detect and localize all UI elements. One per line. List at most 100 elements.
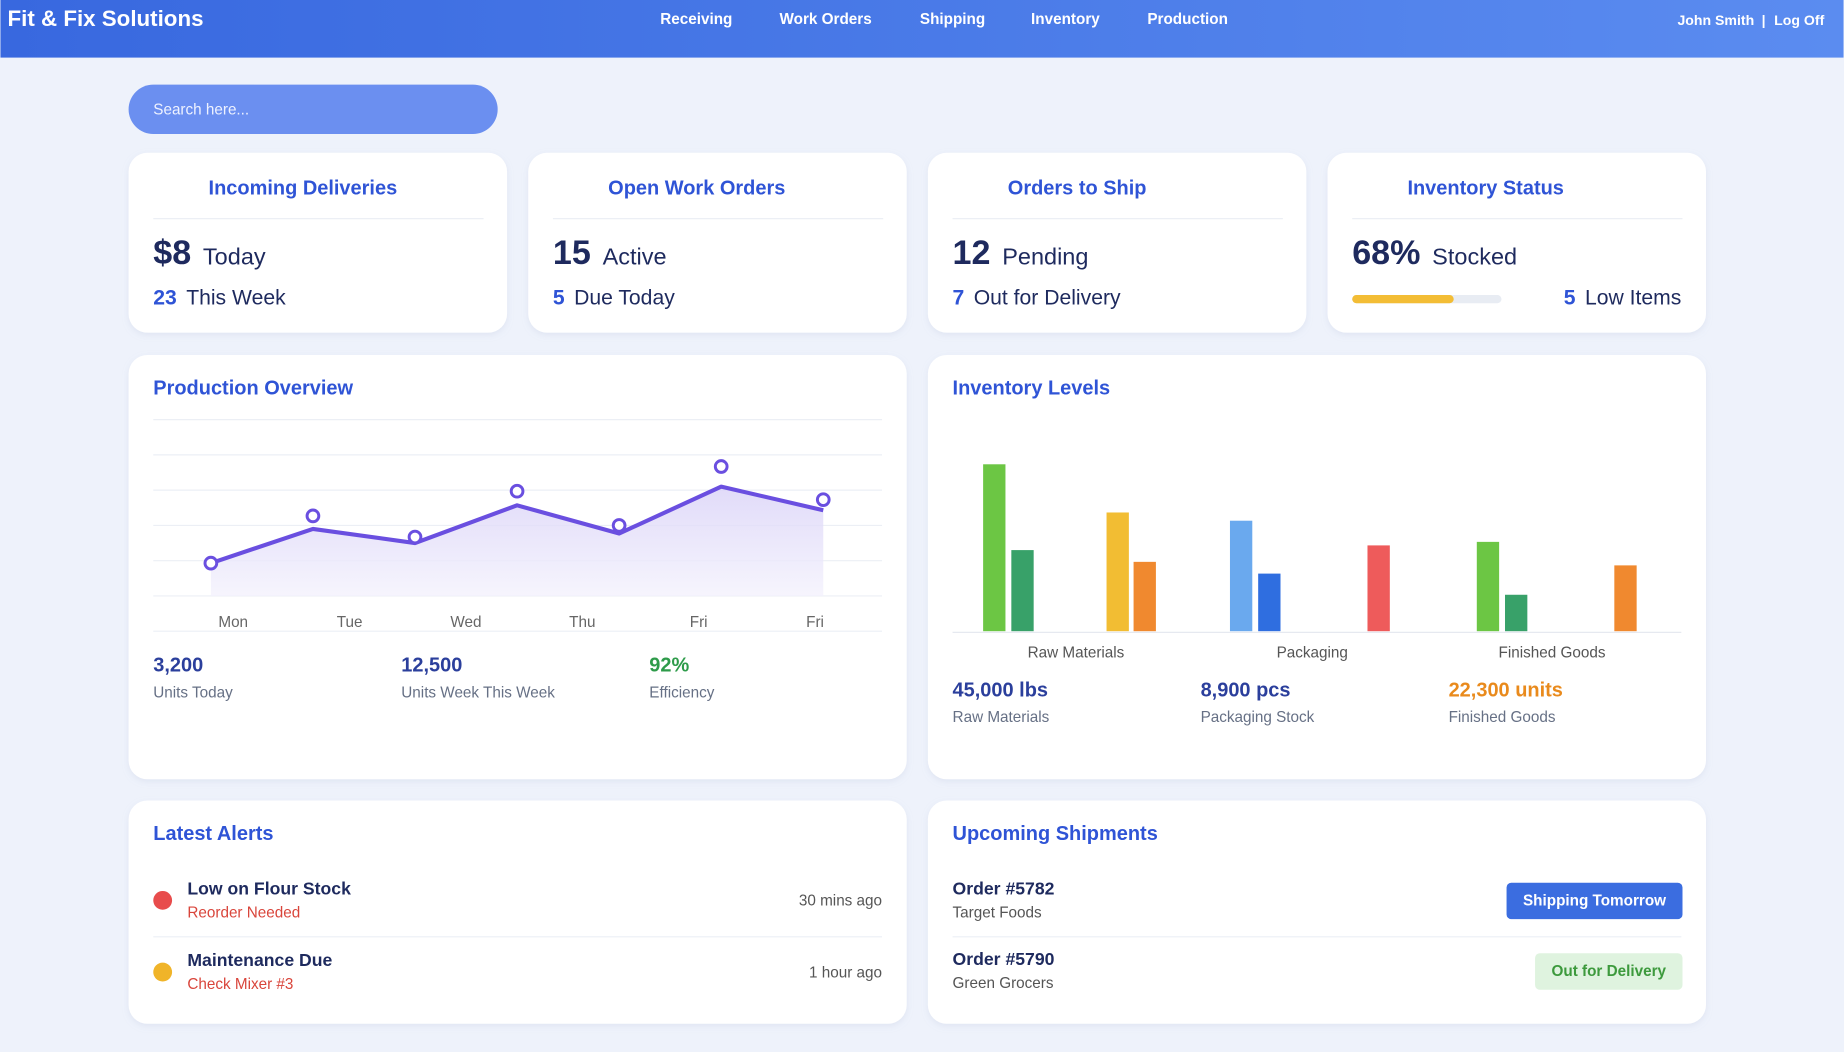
main-stat: 12 Pending <box>953 234 1089 272</box>
stat-value: 92% <box>649 655 689 677</box>
main-label: Pending <box>1002 244 1088 270</box>
stat-label: Raw Materials <box>953 709 1050 726</box>
stat-label: Units Today <box>153 685 233 702</box>
x-tick-label: Fri <box>806 614 824 631</box>
card-title: Inventory Status <box>1407 178 1563 200</box>
point <box>509 483 525 499</box>
nav-item[interactable]: Inventory <box>1031 11 1100 28</box>
header-bar <box>0 0 1844 58</box>
alerts-card <box>128 800 907 1024</box>
status-badge <box>1535 953 1683 990</box>
bar <box>1258 573 1281 632</box>
point <box>611 518 627 533</box>
alert-subtitle: Check Mixer #3 <box>187 976 293 993</box>
point <box>815 492 831 508</box>
sub-value: 7 <box>953 286 965 309</box>
bar <box>1229 520 1253 632</box>
nav: Receiving Work Orders Shipping Inventory Pro… <box>660 11 1228 28</box>
sub-stat: 5 Low Items <box>1564 286 1682 309</box>
main-label: Stocked <box>1432 244 1517 270</box>
stat-value: 45,000 lbs <box>953 679 1048 701</box>
nav-item[interactable]: Production <box>1147 11 1228 28</box>
x-tick-label: Wed <box>450 614 481 631</box>
order-id[interactable]: Order #5790 <box>953 949 1055 969</box>
nav-item[interactable]: Work Orders <box>780 11 872 28</box>
main-value: 12 <box>953 234 991 272</box>
bar <box>1476 541 1500 632</box>
alert-time: 1 hour ago <box>809 964 882 981</box>
x-tick-label: Packaging <box>1277 645 1348 662</box>
status-badge <box>1506 882 1683 920</box>
nav-item[interactable]: Shipping <box>920 11 985 28</box>
status-text: Shipping Tomorrow <box>1523 893 1666 910</box>
point <box>713 459 729 474</box>
card-title: Production Overview <box>153 377 353 399</box>
bar <box>1011 550 1034 632</box>
point <box>203 555 219 571</box>
point <box>305 508 321 524</box>
main-label: Active <box>603 244 667 270</box>
stat-cards: Incoming Deliveries $8 Today 23 This Week Ope… <box>128 152 1707 333</box>
sub-label: This Week <box>186 286 286 309</box>
stat-label: Efficiency <box>649 685 714 702</box>
card-title: Upcoming Shipments <box>953 823 1158 845</box>
alert-list: Low on Flour Stock Reorder Needed 30 mins … <box>153 878 882 993</box>
x-tick-label: Tue <box>337 614 363 631</box>
area <box>210 486 824 596</box>
sub-value: 5 <box>553 286 565 309</box>
stat-label: Finished Goods <box>1449 709 1556 726</box>
main-value: 15 <box>553 234 591 272</box>
sub-value: 5 <box>1564 286 1576 309</box>
x-tick-label: Finished Goods <box>1499 645 1606 662</box>
sub-stat: 23 This Week <box>153 286 286 309</box>
alert-time: 30 mins ago <box>799 893 882 910</box>
alert-subtitle: Reorder Needed <box>187 904 300 921</box>
main-stat: $8 Today <box>153 234 266 272</box>
line-chart: Mon Tue Wed Thu Fri Fri 3,200 Units Today 12,500… <box>153 459 831 702</box>
bar <box>1367 545 1390 632</box>
customer: Target Foods <box>953 904 1042 921</box>
status-dot <box>153 962 173 982</box>
brand[interactable]: Fit & Fix Solutions <box>8 6 204 31</box>
main-label: Today <box>203 244 266 270</box>
user-name[interactable]: John Smith <box>1677 12 1754 28</box>
separator: | <box>1762 12 1766 28</box>
shipment-list: Order #5782 Target Foods Shipping Tomorrow… <box>953 878 1683 992</box>
bar <box>1106 512 1129 632</box>
progress-bar <box>1352 295 1454 304</box>
alert-title[interactable]: Maintenance Due <box>187 950 332 970</box>
x-tick-label: Thu <box>569 614 595 631</box>
stat-label: Units Week This Week <box>401 685 555 702</box>
stat-value: 22,300 units <box>1449 679 1563 701</box>
point <box>407 529 423 545</box>
card-title: Incoming Deliveries <box>209 178 398 200</box>
bar <box>1133 561 1156 632</box>
status-dot <box>153 890 173 910</box>
stat-card <box>927 152 1307 333</box>
x-tick-label: Raw Materials <box>1028 645 1125 662</box>
stat-value: 8,900 pcs <box>1201 679 1291 701</box>
nav-item[interactable]: Receiving <box>660 11 732 28</box>
alert-title[interactable]: Low on Flour Stock <box>187 878 351 898</box>
search-placeholder[interactable]: Search here... <box>153 102 249 119</box>
sub-label: Out for Delivery <box>974 286 1121 309</box>
logout[interactable]: Log Off <box>1774 12 1824 28</box>
status-text: Out for Delivery <box>1552 963 1667 980</box>
sub-value: 23 <box>153 286 177 309</box>
card-title: Inventory Levels <box>953 377 1111 399</box>
stat-card <box>528 152 907 333</box>
stat-value: 3,200 <box>153 655 203 677</box>
search-box[interactable] <box>128 84 498 134</box>
stat-value: 12,500 <box>401 655 462 677</box>
x-tick-label: Mon <box>218 614 248 631</box>
shipments-card <box>927 800 1707 1024</box>
sub-stat: 5 Due Today <box>553 286 675 309</box>
inventory-card <box>927 354 1707 780</box>
line <box>210 484 824 566</box>
stat-label: Packaging Stock <box>1201 709 1315 726</box>
bar <box>1505 594 1528 632</box>
order-id[interactable]: Order #5782 <box>953 878 1055 898</box>
main-stat: 15 Active <box>553 234 667 272</box>
